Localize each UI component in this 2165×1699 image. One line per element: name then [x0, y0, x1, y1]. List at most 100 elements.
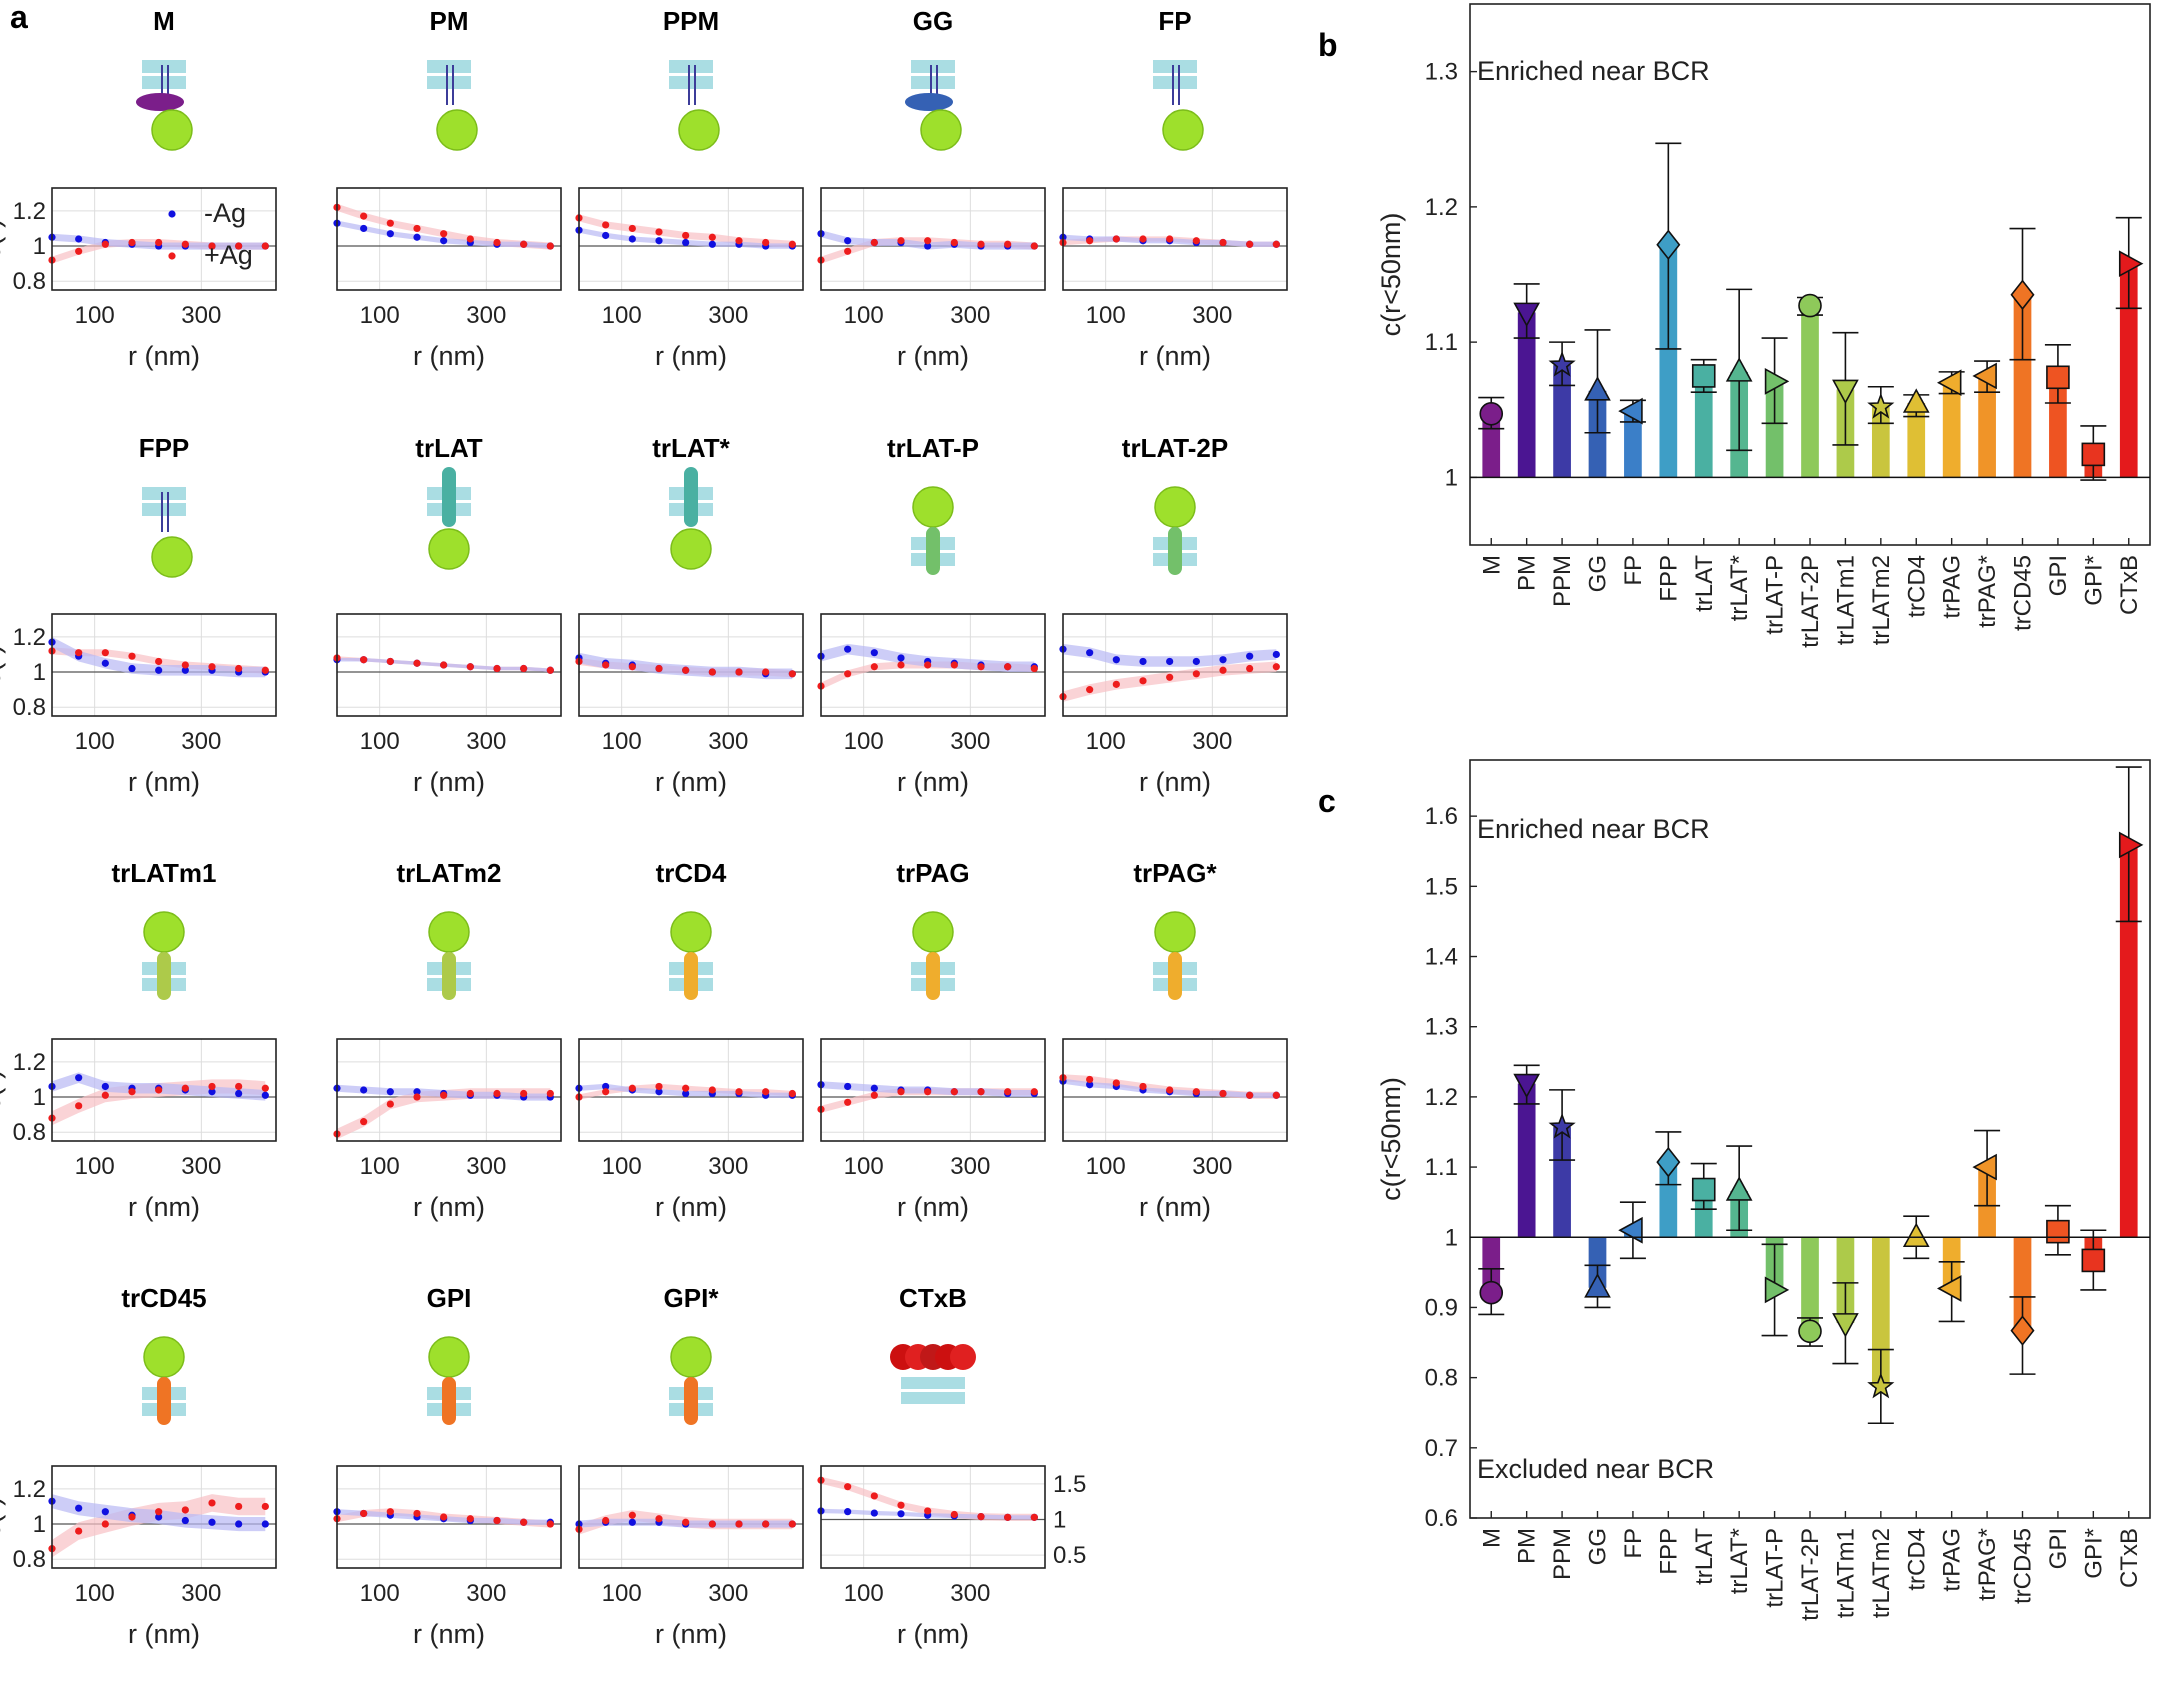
y-tick-label: 1.3: [1425, 1014, 1458, 1041]
y-tick-label: 0.8: [1425, 1365, 1458, 1392]
category-label: trLAT: [1691, 555, 1718, 612]
plot-frame: [51, 613, 277, 717]
x-tick-label: 100: [360, 302, 400, 329]
y-tick-label: 0.7: [1425, 1435, 1458, 1462]
x-tick-label: 300: [708, 1580, 748, 1607]
panel-title: PPM: [663, 6, 719, 36]
transmembrane-icon: [442, 467, 456, 527]
enriched-annotation: Enriched near BCR: [1477, 814, 1710, 844]
minus-ag-point: [602, 231, 610, 240]
gfp-icon: [678, 109, 720, 151]
x-tick-label: 300: [181, 1153, 221, 1180]
panel-title: trLATm2: [397, 858, 502, 888]
membrane-icon: [142, 503, 186, 516]
gfp-icon: [428, 1336, 470, 1378]
plot-frame: [578, 187, 804, 291]
y-tick-label: 0.8: [13, 1119, 46, 1146]
plus-ag-point: [844, 247, 852, 255]
marker-diamond: [2010, 279, 2035, 311]
membrane-icon: [911, 76, 955, 89]
bar: [1694, 375, 1713, 478]
plus-ag-point: [520, 1089, 528, 1098]
panel-title: GPI: [427, 1283, 472, 1313]
y-tick-label: 1.3: [1425, 59, 1458, 86]
plus-ag-point: [75, 1527, 83, 1535]
marker-triangle: [1725, 1176, 1753, 1201]
x-tick-label: 100: [1086, 1153, 1126, 1180]
minus-ag-point: [844, 1508, 852, 1516]
protein-icon: [684, 1377, 698, 1425]
x-axis-label: r (nm): [128, 1192, 200, 1222]
plus-ag-point: [75, 649, 83, 657]
plus-ag-point: [708, 1086, 716, 1094]
plus-ag-point: [155, 238, 163, 247]
plus-ag-point: [1246, 240, 1254, 248]
y-tick-label: 0.8: [13, 694, 46, 721]
y-axis-label: c(r<50nm): [1376, 213, 1406, 337]
category-label: trPAG: [1939, 555, 1966, 619]
plus-ag-point: [413, 1509, 421, 1518]
plot-frame: [336, 613, 562, 717]
plus-ag-point: [155, 657, 163, 666]
panel-title: trCD45: [121, 1283, 206, 1313]
plus-ag-point: [1112, 1079, 1120, 1087]
plot-frame: [336, 1038, 562, 1142]
minus-ag-point: [870, 1509, 878, 1517]
marker-triangle: [1725, 357, 1753, 382]
gfp-icon: [1162, 109, 1204, 151]
gfp-icon: [143, 911, 185, 953]
minus-ag-point: [870, 649, 878, 657]
minus-ag-point: [181, 1516, 189, 1525]
plus-ag-point: [735, 668, 743, 676]
minus-ag-point: [682, 238, 690, 247]
protein-icon: [926, 527, 940, 575]
minus-ag-point: [128, 664, 136, 673]
plus-ag-point: [682, 1518, 690, 1526]
x-axis-label: r (nm): [128, 1619, 200, 1649]
bar: [1978, 375, 1996, 478]
marker-triangle: [2118, 831, 2144, 859]
plus-ag-point: [128, 238, 136, 247]
plus-ag-point: [1166, 673, 1174, 681]
bar: [1907, 402, 1926, 478]
small-multiple-panel: trLATm2 100 300 r (nm): [333, 858, 562, 1222]
x-tick-label: 100: [360, 728, 400, 755]
x-axis-label: r (nm): [655, 1619, 727, 1649]
enriched-annotation: Enriched near BCR: [1477, 56, 1710, 86]
minus-ag-point: [101, 1082, 109, 1091]
y-tick-label: 0.8: [13, 268, 46, 295]
minus-ag-point: [844, 645, 852, 653]
plus-ag-point: [870, 663, 878, 671]
plus-ag-point: [466, 1515, 474, 1523]
plus-ag-point: [1086, 1075, 1094, 1084]
x-axis-label: r (nm): [413, 1192, 485, 1222]
plus-ag-point: [101, 649, 109, 657]
minus-ag-point: [897, 654, 905, 662]
plot-frame: [578, 1038, 804, 1142]
bar: [1765, 381, 1784, 478]
minus-ag-point: [1272, 650, 1280, 659]
plus-ag-point: [628, 1511, 636, 1519]
marker-star: [1867, 1372, 1895, 1399]
bar: [1659, 244, 1678, 478]
panel-title: GG: [913, 6, 953, 36]
x-tick-label: 100: [844, 302, 884, 329]
panel-c-letter: c: [1318, 783, 1336, 819]
small-multiple-panel: GPI 100 300 r (nm): [333, 1283, 562, 1649]
panel-b-letter: b: [1318, 27, 1338, 63]
plus-ag-point: [1139, 1082, 1147, 1091]
plus-ag-point: [1219, 666, 1227, 674]
plus-ag-point: [155, 1508, 163, 1516]
minus-ag-point: [208, 1518, 216, 1526]
category-label: trLAT*: [1726, 555, 1753, 621]
protein-icon: [157, 1377, 171, 1425]
plus-ag-point: [1004, 240, 1012, 248]
y-tick-label: 1.5: [1053, 1471, 1086, 1498]
plus-ag-point: [413, 1093, 421, 1101]
protein-icon: [926, 952, 940, 1000]
legend-minus-label: -Ag: [204, 198, 246, 228]
plus-ag-point: [181, 1084, 189, 1092]
x-axis-label: r (nm): [1139, 1192, 1211, 1222]
plus-ag-point: [493, 1089, 501, 1098]
plus-ag-point: [386, 1100, 394, 1108]
